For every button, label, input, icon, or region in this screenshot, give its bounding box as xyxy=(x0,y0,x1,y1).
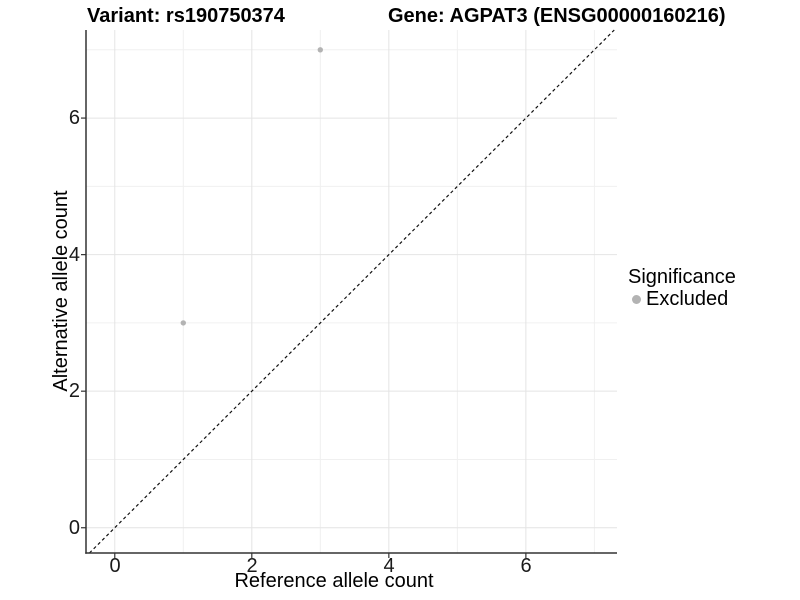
x-tick-label-0: 0 xyxy=(109,555,121,577)
legend-title: Significance xyxy=(628,266,736,288)
y-tick-label-2: 2 xyxy=(68,380,80,402)
x-tick-label-6: 6 xyxy=(520,555,532,577)
data-points xyxy=(180,47,323,326)
legend-item-excluded: Excluded xyxy=(628,289,736,309)
gridlines xyxy=(86,30,617,553)
y-tick-label-6: 6 xyxy=(68,107,80,129)
x-tick-label-4: 4 xyxy=(383,555,395,577)
x-axis-title: Reference allele count xyxy=(234,570,434,592)
legend-point-icon xyxy=(632,294,641,304)
identity-dashed-line xyxy=(89,29,615,554)
y-tick-label-0: 0 xyxy=(68,517,80,539)
y-axis-title: Alternative allele count xyxy=(50,190,72,392)
legend: Significance Excluded xyxy=(628,266,736,309)
axis-lines xyxy=(81,30,617,558)
data-point xyxy=(180,320,186,326)
identity-line xyxy=(89,29,615,554)
y-tick-label-4: 4 xyxy=(68,244,80,266)
legend-item-label: Excluded xyxy=(646,288,729,310)
data-point xyxy=(317,47,323,53)
x-tick-label-2: 2 xyxy=(246,555,258,577)
plot-title-gene: Gene: AGPAT3 (ENSG00000160216) xyxy=(388,5,726,27)
plot-title-variant: Variant: rs190750374 xyxy=(87,5,285,27)
